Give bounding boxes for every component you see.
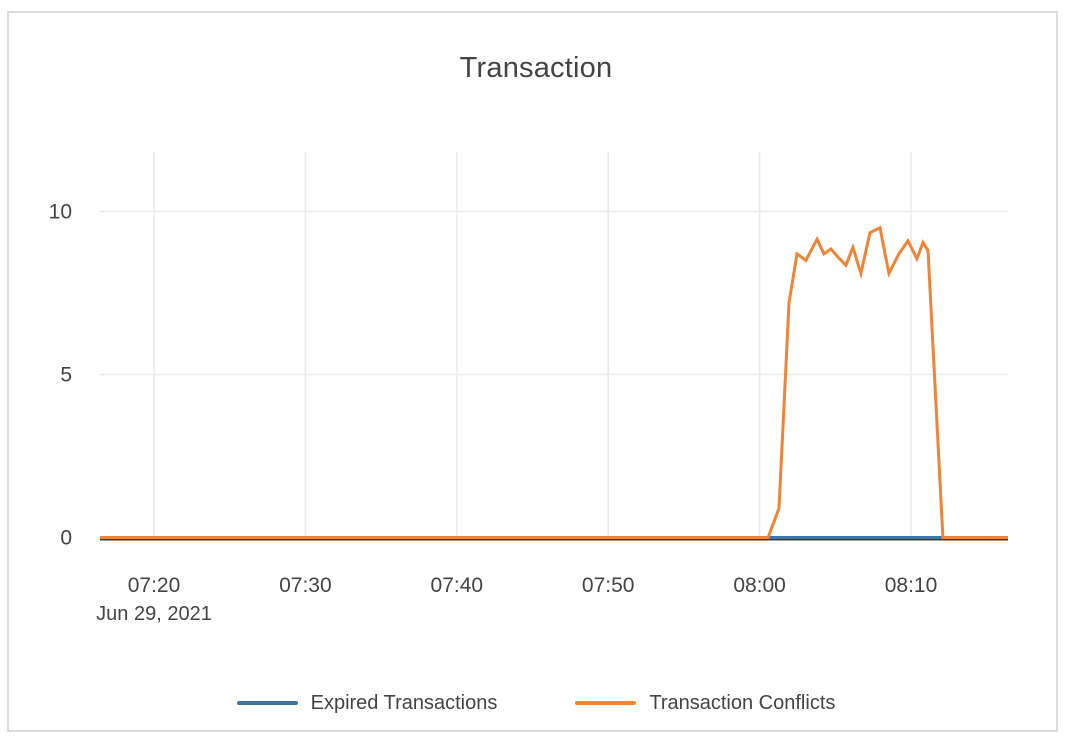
legend: Expired Transactions Transaction Conflic… (0, 688, 1072, 718)
legend-label-expired-transactions: Expired Transactions (310, 691, 498, 714)
x-tick-label: 08:00 (733, 574, 786, 597)
x-tick-label: 07:50 (582, 574, 635, 597)
series-line-transaction-conflicts (100, 225, 1008, 539)
legend-label-transaction-conflicts: Transaction Conflicts (649, 691, 836, 714)
chart-card (7, 11, 1058, 732)
legend-item-transaction-conflicts[interactable]: Transaction Conflicts (575, 692, 835, 715)
x-tick-label: 07:30 (279, 574, 332, 597)
y-tick-label: 10 (49, 201, 72, 224)
chart-title: Transaction (459, 52, 613, 84)
legend-swatch-expired-transactions-icon (236, 701, 298, 705)
y-tick-label: 0 (60, 527, 72, 550)
x-axis-date-label: Jun 29, 2021 (96, 603, 212, 625)
legend-item-expired-transactions[interactable]: Expired Transactions (236, 691, 498, 715)
x-tick-label: 07:20 (128, 574, 181, 597)
legend-swatch-transaction-conflicts-icon (575, 701, 637, 705)
x-tick-label: 08:10 (885, 574, 938, 597)
y-tick-label: 5 (60, 364, 72, 387)
x-tick-label: 07:40 (431, 574, 484, 597)
